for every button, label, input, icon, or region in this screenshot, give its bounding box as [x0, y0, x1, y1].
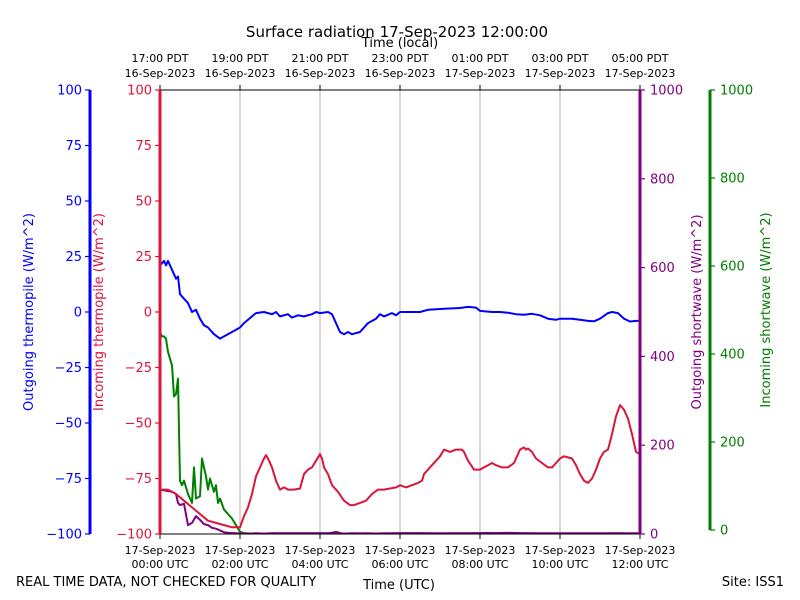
y-tick-label: 600: [650, 261, 675, 276]
top-tick-label-time: 19:00 PDT: [211, 52, 268, 65]
y-tick-label: −25: [125, 361, 152, 376]
x-tick-label-date: 17-Sep-2023: [525, 544, 596, 557]
bottom-axis-label: Time (UTC): [362, 578, 435, 593]
x-tick-label-date: 17-Sep-2023: [365, 544, 436, 557]
axis-title-outgoing-shortwave: Outgoing shortwave (W/m^2): [690, 214, 705, 409]
x-tick-label-time: 12:00 UTC: [611, 558, 668, 571]
y-tick-label: 75: [65, 139, 82, 154]
x-tick-label-date: 17-Sep-2023: [445, 544, 516, 557]
x-tick-label-date: 17-Sep-2023: [605, 544, 676, 557]
y-tick-label: 200: [720, 436, 745, 451]
y-tick-label: 1000: [720, 84, 753, 99]
series-line-incoming-thermopile: [160, 404, 640, 529]
y-tick-label: 600: [720, 260, 745, 275]
x-tick-label-time: 02:00 UTC: [211, 558, 268, 571]
x-tick-label-time: 06:00 UTC: [371, 558, 428, 571]
top-tick-label-time: 01:00 PDT: [451, 52, 508, 65]
chart-title: Surface radiation 17-Sep-2023 12:00:00: [246, 23, 548, 41]
x-tick-label-time: 04:00 UTC: [291, 558, 348, 571]
top-tick-label-time: 05:00 PDT: [611, 52, 668, 65]
top-tick-label-date: 17-Sep-2023: [605, 67, 676, 80]
top-tick-label-date: 16-Sep-2023: [125, 67, 196, 80]
y-tick-label: 0: [144, 306, 152, 321]
top-tick-label-date: 17-Sep-2023: [525, 67, 596, 80]
x-tick-label-date: 17-Sep-2023: [285, 544, 356, 557]
y-tick-label: 75: [135, 139, 152, 154]
y-tick-label: 400: [650, 350, 675, 365]
top-tick-label-time: 21:00 PDT: [291, 52, 348, 65]
top-tick-label-date: 17-Sep-2023: [445, 67, 516, 80]
x-tick-label-time: 10:00 UTC: [531, 558, 588, 571]
y-tick-label: 200: [650, 439, 675, 454]
y-tick-label: −50: [55, 417, 82, 432]
y-tick-label: 800: [650, 172, 675, 187]
series-line-outgoing-shortwave: [160, 488, 640, 534]
y-tick-label: 0: [650, 528, 658, 543]
y-tick-label: −75: [55, 472, 82, 487]
top-tick-label-time: 03:00 PDT: [531, 52, 588, 65]
top-axis-label: Time (local): [361, 36, 438, 51]
y-tick-label: 25: [65, 250, 82, 265]
y-tick-label: 800: [720, 172, 745, 187]
axis-title-incoming-thermopile: Incoming thermopile (W/m^2): [92, 213, 107, 411]
top-tick-label-date: 16-Sep-2023: [205, 67, 276, 80]
y-tick-label: 0: [74, 306, 82, 321]
y-tick-label: −50: [125, 417, 152, 432]
y-tick-label: −25: [55, 361, 82, 376]
axis-title-incoming-shortwave: Incoming shortwave (W/m^2): [759, 212, 774, 407]
y-tick-label: 0: [720, 524, 728, 539]
y-tick-label: −75: [125, 472, 152, 487]
x-tick-label-time: 00:00 UTC: [131, 558, 188, 571]
top-tick-label-date: 16-Sep-2023: [285, 67, 356, 80]
y-tick-label: 25: [135, 250, 152, 265]
y-tick-label: −100: [46, 528, 82, 543]
x-tick-label-time: 08:00 UTC: [451, 558, 508, 571]
site-label: Site: ISS1: [721, 575, 784, 590]
top-tick-label-time: 17:00 PDT: [131, 52, 188, 65]
y-tick-label: 50: [135, 195, 152, 210]
y-tick-label: 50: [65, 195, 82, 210]
x-tick-label-date: 17-Sep-2023: [205, 544, 276, 557]
top-tick-label-time: 23:00 PDT: [371, 52, 428, 65]
series-line-outgoing-thermopile: [160, 259, 640, 340]
axis-title-outgoing-thermopile: Outgoing thermopile (W/m^2): [22, 213, 37, 411]
x-tick-label-date: 17-Sep-2023: [125, 544, 196, 557]
y-tick-label: −100: [116, 528, 152, 543]
y-tick-label: 400: [720, 348, 745, 363]
y-tick-label: 100: [57, 84, 82, 99]
quality-warning: REAL TIME DATA, NOT CHECKED FOR QUALITY: [16, 575, 317, 590]
y-tick-label: 1000: [650, 84, 683, 99]
y-tick-label: 100: [127, 84, 152, 99]
top-tick-label-date: 16-Sep-2023: [365, 67, 436, 80]
